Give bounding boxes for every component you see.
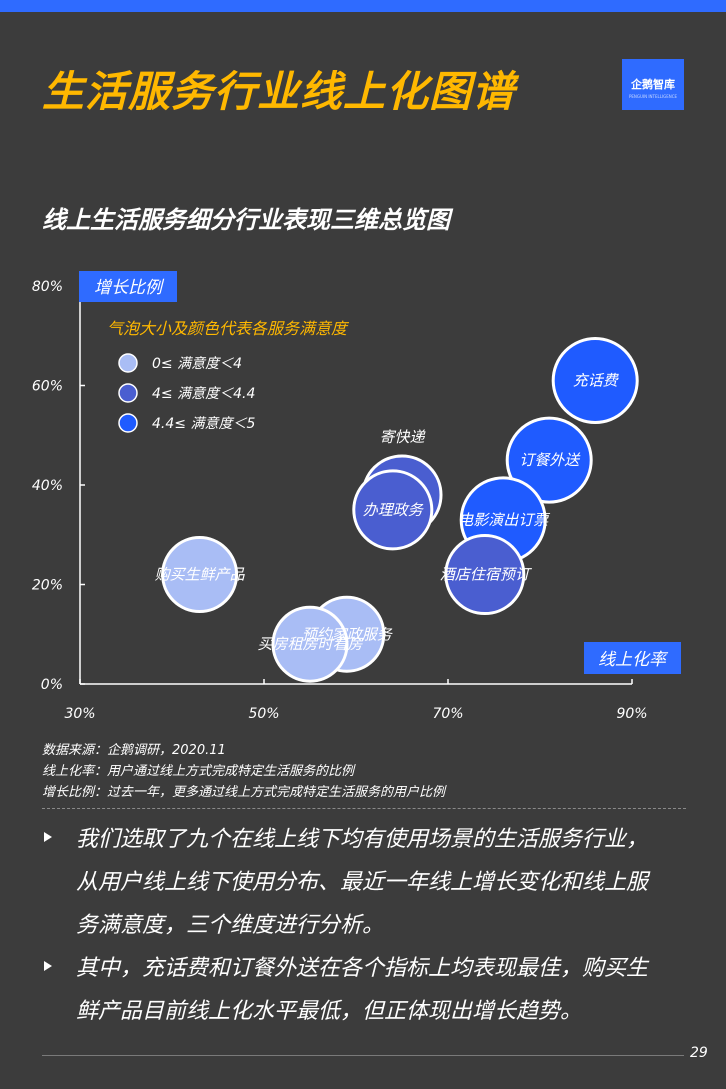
y-tick-label: 20% [32,578,63,594]
bullet-text: 我们选取了九个在线上线下均有使用场景的生活服务行业，从用户线上线下使用分布、最近… [76,827,649,938]
legend-swatch [118,353,138,373]
bubble-label: 酒店住宿预订 [440,566,533,584]
bubble-label: 寄快递 [379,428,426,446]
chart-notes: 数据来源：企鹅调研，2020.11 线上化率：用户通过线上方式完成特定生活服务的… [42,740,445,803]
legend-label: 4.4≤ 满意度＜5 [152,416,255,432]
x-axis-title-box [584,642,681,674]
bubble-label: 办理政务 [363,501,425,519]
bubble-label: 订餐外送 [519,451,581,469]
bullet-arrow-icon [44,961,52,971]
bubble [551,337,639,425]
legend-label: 4≤ 满意度＜4.4 [152,386,255,402]
bubble [352,469,434,551]
x-axis-title: 线上化率 [598,650,669,670]
x-tick-label: 50% [248,706,279,722]
bubble-label: 预约家政服务 [302,625,394,643]
growth-definition: 增长比例：过去一年，更多通过线上方式完成特定生活服务的用户比例 [42,785,446,800]
brand-logo: 企鹅智库 PENGUIN INTELLIGENCE [622,59,684,110]
bubble [161,536,239,614]
bubble-label: 充话费 [573,372,620,390]
footer-line [42,1055,684,1056]
x-tick-label: 90% [616,706,647,722]
y-tick-label: 40% [32,478,63,494]
x-tick-label: 30% [64,706,95,722]
page-title: 生活服务行业线上化图谱 [42,67,516,116]
y-axis-title: 增长比例 [94,278,165,298]
chart-subtitle: 线上生活服务细分行业表现三维总览图 [42,206,450,234]
bubble-label: 买房租房时看房 [257,635,364,653]
legend-title: 气泡大小及颜色代表各服务满意度 [107,319,350,338]
bubble [505,416,593,504]
y-tick-label: 0% [41,677,63,693]
legend-swatch [118,413,138,433]
bubble [444,534,526,616]
logo-text: 企鹅智库 [631,78,675,91]
bubble [271,605,349,683]
bullet-text: 其中，充话费和订餐外送在各个指标上均表现最佳，购买生鲜产品目前线上化水平最低，但… [76,956,649,1024]
legend-swatch [118,383,138,403]
y-tick-label: 60% [32,379,63,395]
online-rate-definition: 线上化率：用户通过线上方式完成特定生活服务的比例 [42,764,355,779]
x-tick-label: 70% [432,706,463,722]
legend-label: 0≤ 满意度＜4 [152,356,242,372]
bubble-label: 电影演出订票 [458,511,550,529]
top-accent-bar [0,0,726,12]
y-axis-title-box [79,271,177,302]
bubble-label: 购买生鲜产品 [155,566,246,584]
source-note: 数据来源：企鹅调研，2020.11 [42,743,226,758]
dashed-divider [42,808,686,809]
page-number: 29 [690,1045,708,1061]
bullet-arrow-icon [44,832,52,842]
y-tick-label: 80% [32,279,63,295]
logo-subtext: PENGUIN INTELLIGENCE [628,94,678,99]
